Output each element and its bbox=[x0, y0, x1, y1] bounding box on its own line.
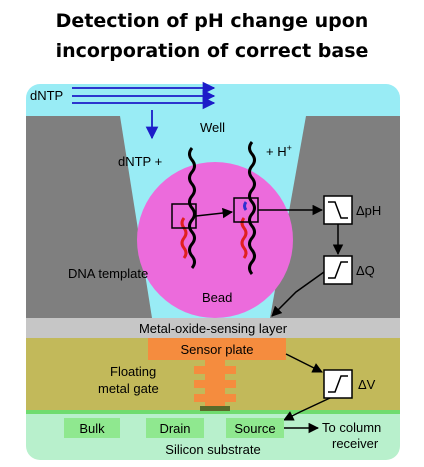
source-label: Source bbox=[234, 421, 275, 436]
gate-oxide bbox=[200, 406, 230, 411]
ph-step-down-icon bbox=[328, 201, 348, 219]
incorporated-base bbox=[243, 201, 248, 211]
arrow-v-to-source bbox=[283, 397, 331, 421]
silicon-substrate-label: Silicon substrate bbox=[165, 442, 260, 457]
bulk-terminal bbox=[64, 418, 120, 438]
arrow-q-to-oxide bbox=[271, 271, 325, 317]
drain-terminal bbox=[146, 418, 204, 438]
to-column-label-line-2: receiver bbox=[332, 436, 379, 451]
sensor-plate-label: Sensor plate bbox=[181, 342, 254, 357]
well-wall-left bbox=[26, 116, 152, 318]
arrow-box1-to-box2 bbox=[195, 207, 234, 219]
sensor-plate bbox=[148, 338, 286, 360]
dntp-plus-label: dNTP + bbox=[118, 154, 162, 169]
q-step-up-icon bbox=[328, 261, 348, 279]
metal-oxide-layer bbox=[26, 318, 400, 338]
gate-fin-3 bbox=[194, 394, 236, 402]
delta-v-label: ΔV bbox=[358, 377, 376, 392]
drain-label: Drain bbox=[159, 421, 190, 436]
dna-new-strand-2 bbox=[240, 217, 248, 259]
bead-label: Bead bbox=[202, 290, 232, 305]
arrow-plate-to-v bbox=[285, 353, 323, 373]
dna-new-strand-1 bbox=[180, 217, 188, 259]
gate-fin-1 bbox=[194, 366, 236, 374]
delta-q-label: ΔQ bbox=[356, 263, 375, 278]
bulk-label: Bulk bbox=[79, 421, 105, 436]
v-step-up-icon bbox=[328, 375, 348, 393]
delta-ph-label: ΔpH bbox=[356, 203, 381, 218]
page-title: Detection of pH change upon incorporatio… bbox=[0, 6, 424, 66]
gate-fin-2 bbox=[194, 380, 236, 388]
dna-template-label: DNA template bbox=[68, 266, 148, 281]
floating-gate-label-line-2: metal gate bbox=[98, 381, 159, 396]
well-label: Well bbox=[200, 120, 225, 135]
dntp-top-label: dNTP bbox=[30, 88, 63, 103]
dna-strand-1 bbox=[188, 147, 196, 269]
bead bbox=[137, 162, 293, 318]
source-terminal bbox=[226, 418, 284, 438]
h-plus-label: + H+ bbox=[266, 143, 292, 159]
floating-gate-label-line-1: Floating bbox=[110, 364, 156, 379]
metal-oxide-layer-label: Metal-oxide-sensing layer bbox=[139, 321, 288, 336]
to-column-label-line-1: To column bbox=[322, 420, 381, 435]
title-line-1: Detection of pH change upon bbox=[55, 10, 369, 32]
substrate-top-line bbox=[26, 410, 400, 414]
dna-strand-2 bbox=[248, 141, 256, 275]
title-line-2: incorporation of correct base bbox=[55, 40, 369, 62]
